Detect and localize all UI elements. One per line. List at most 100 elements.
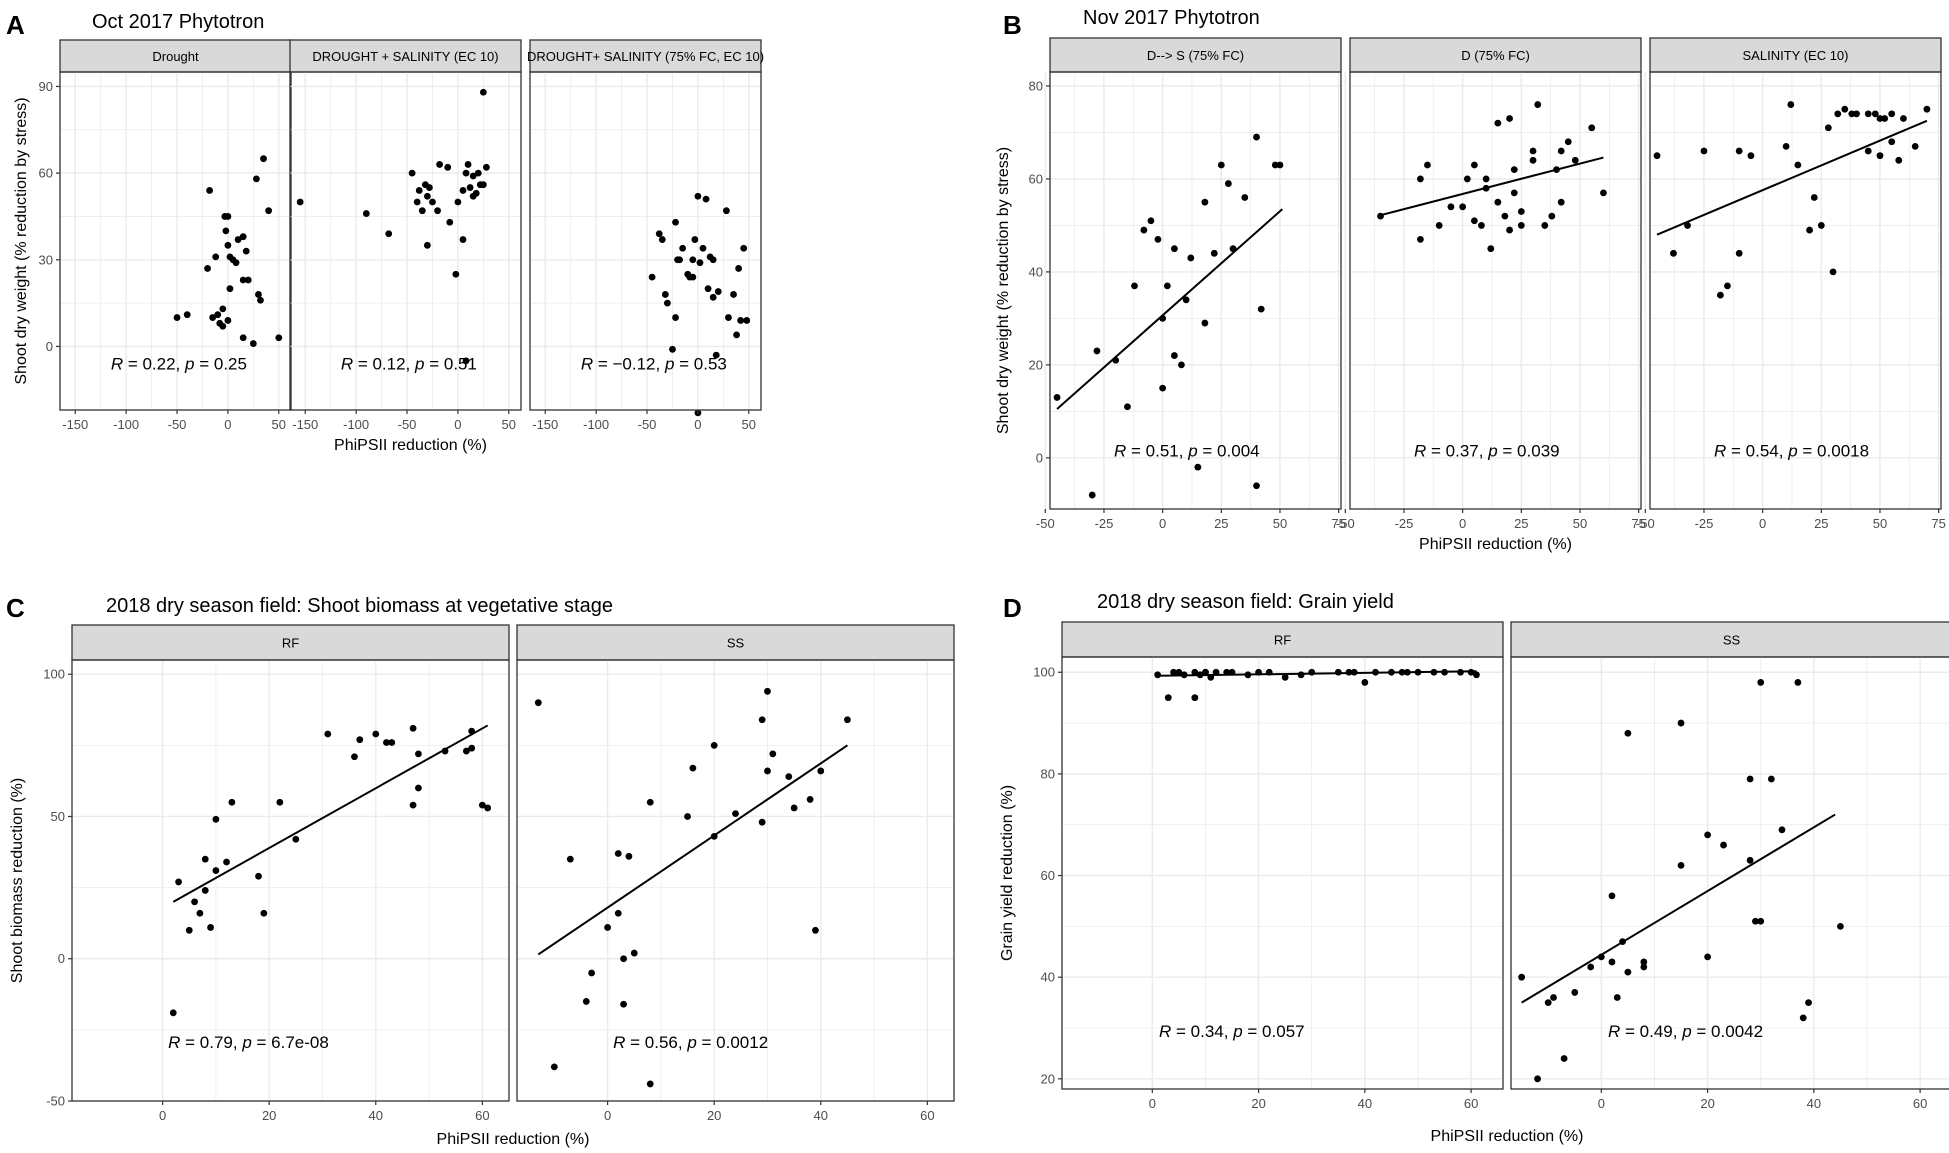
facet-strip bbox=[1649, 37, 1942, 73]
data-point bbox=[672, 314, 679, 321]
y-axis-label: Shoot dry weight (% reduction by stress) bbox=[13, 97, 30, 384]
panel-title: Oct 2017 Phytotron bbox=[92, 11, 264, 33]
data-point bbox=[1297, 671, 1305, 679]
data-point bbox=[239, 334, 247, 342]
regression-line bbox=[1380, 156, 1604, 217]
data-point bbox=[1557, 198, 1565, 206]
data-point bbox=[239, 233, 247, 241]
x-tick-label: 25 bbox=[1214, 516, 1228, 531]
data-point bbox=[383, 739, 390, 746]
facet-strip-label: SALINITY (EC 10) bbox=[1743, 48, 1849, 63]
facet: Drought R = 0.22, p = 0.25 -150 -100 -50 0 50 0… bbox=[39, 39, 292, 432]
stat-annotation: R = 0.34, p = 0.057 bbox=[1159, 1022, 1305, 1041]
data-point bbox=[1735, 147, 1743, 155]
data-point bbox=[730, 291, 737, 298]
data-point bbox=[1653, 152, 1661, 160]
data-point bbox=[733, 331, 740, 339]
y-tick-label: 20 bbox=[1029, 357, 1043, 372]
data-point bbox=[265, 207, 273, 215]
data-point bbox=[620, 955, 627, 963]
data-point bbox=[582, 998, 590, 1005]
data-point bbox=[1837, 922, 1844, 930]
x-tick-label: 20 bbox=[1251, 1096, 1265, 1111]
data-point bbox=[462, 747, 470, 755]
x-tick-label: -100 bbox=[343, 417, 369, 432]
facet-strip-label: D--> S (75% FC) bbox=[1147, 48, 1244, 63]
data-point bbox=[1888, 110, 1896, 118]
x-tick-label: 20 bbox=[262, 1108, 276, 1123]
data-point bbox=[409, 724, 417, 732]
y-tick-label: 60 bbox=[1041, 868, 1055, 883]
x-tick-label: 60 bbox=[1913, 1096, 1927, 1111]
data-point bbox=[351, 753, 358, 761]
x-tick-label: 50 bbox=[272, 417, 286, 432]
data-point bbox=[689, 273, 697, 281]
data-point bbox=[1217, 161, 1225, 169]
x-tick-label: 0 bbox=[1159, 516, 1166, 531]
data-point bbox=[1473, 671, 1480, 679]
data-point bbox=[737, 317, 745, 324]
regression-line bbox=[172, 724, 489, 903]
x-tick-label: 50 bbox=[742, 417, 756, 432]
stat-annotation: R = −0.12, p = 0.53 bbox=[581, 354, 727, 373]
data-point bbox=[710, 741, 718, 749]
data-point bbox=[454, 198, 462, 206]
y-tick-label: 80 bbox=[1029, 78, 1043, 93]
data-point bbox=[1494, 119, 1502, 127]
data-point bbox=[206, 187, 213, 194]
data-point bbox=[1170, 352, 1178, 359]
x-tick-label: 0 bbox=[694, 417, 701, 432]
stat-annotation: R = 0.12, p = 0.51 bbox=[341, 354, 477, 373]
data-point bbox=[1276, 161, 1284, 169]
data-point bbox=[1350, 668, 1358, 676]
data-point bbox=[183, 311, 191, 319]
y-tick-label: 100 bbox=[1033, 665, 1055, 680]
data-point bbox=[356, 736, 364, 744]
data-point bbox=[228, 798, 236, 806]
data-point bbox=[276, 798, 284, 806]
data-point bbox=[1424, 161, 1431, 169]
data-point bbox=[806, 796, 814, 803]
data-point bbox=[658, 236, 666, 243]
x-tick-label: -50 bbox=[398, 417, 417, 432]
data-point bbox=[1372, 668, 1379, 676]
data-point bbox=[1553, 166, 1560, 174]
data-point bbox=[388, 739, 396, 746]
x-tick-label: -100 bbox=[583, 417, 609, 432]
panel-letter: B bbox=[1003, 10, 1022, 40]
x-tick-label: 40 bbox=[1358, 1096, 1372, 1111]
facet-strip bbox=[59, 39, 292, 73]
y-tick-label: 40 bbox=[1041, 970, 1055, 985]
data-point bbox=[1201, 319, 1209, 327]
data-point bbox=[444, 163, 452, 171]
data-point bbox=[1388, 668, 1395, 676]
data-point bbox=[1829, 268, 1837, 276]
data-point bbox=[1194, 463, 1202, 471]
data-point bbox=[413, 198, 421, 206]
data-point bbox=[1253, 133, 1260, 141]
data-point bbox=[212, 815, 220, 823]
data-point bbox=[204, 265, 211, 272]
data-point bbox=[1881, 115, 1889, 122]
y-tick-label: 0 bbox=[46, 339, 53, 354]
data-point bbox=[1494, 198, 1502, 206]
x-tick-label: 0 bbox=[1598, 1096, 1605, 1111]
x-tick-label: 40 bbox=[814, 1108, 828, 1123]
y-axis-label: Grain yield reduction (%) bbox=[999, 785, 1016, 961]
data-point bbox=[1782, 142, 1790, 150]
data-point bbox=[201, 887, 209, 894]
data-point bbox=[459, 187, 467, 194]
data-point bbox=[260, 155, 267, 163]
data-point bbox=[214, 311, 222, 319]
x-tick-label: 50 bbox=[1573, 516, 1587, 531]
data-point bbox=[459, 236, 467, 243]
x-tick-label: 50 bbox=[502, 417, 516, 432]
data-point bbox=[1430, 668, 1438, 676]
data-point bbox=[1510, 166, 1518, 174]
y-tick-label: 0 bbox=[1036, 450, 1043, 465]
x-tick-label: 0 bbox=[1459, 516, 1466, 531]
data-point bbox=[1414, 668, 1422, 676]
data-point bbox=[224, 317, 232, 324]
data-point bbox=[723, 207, 730, 215]
y-axis-label: Shoot biomass reduction (%) bbox=[9, 778, 26, 983]
